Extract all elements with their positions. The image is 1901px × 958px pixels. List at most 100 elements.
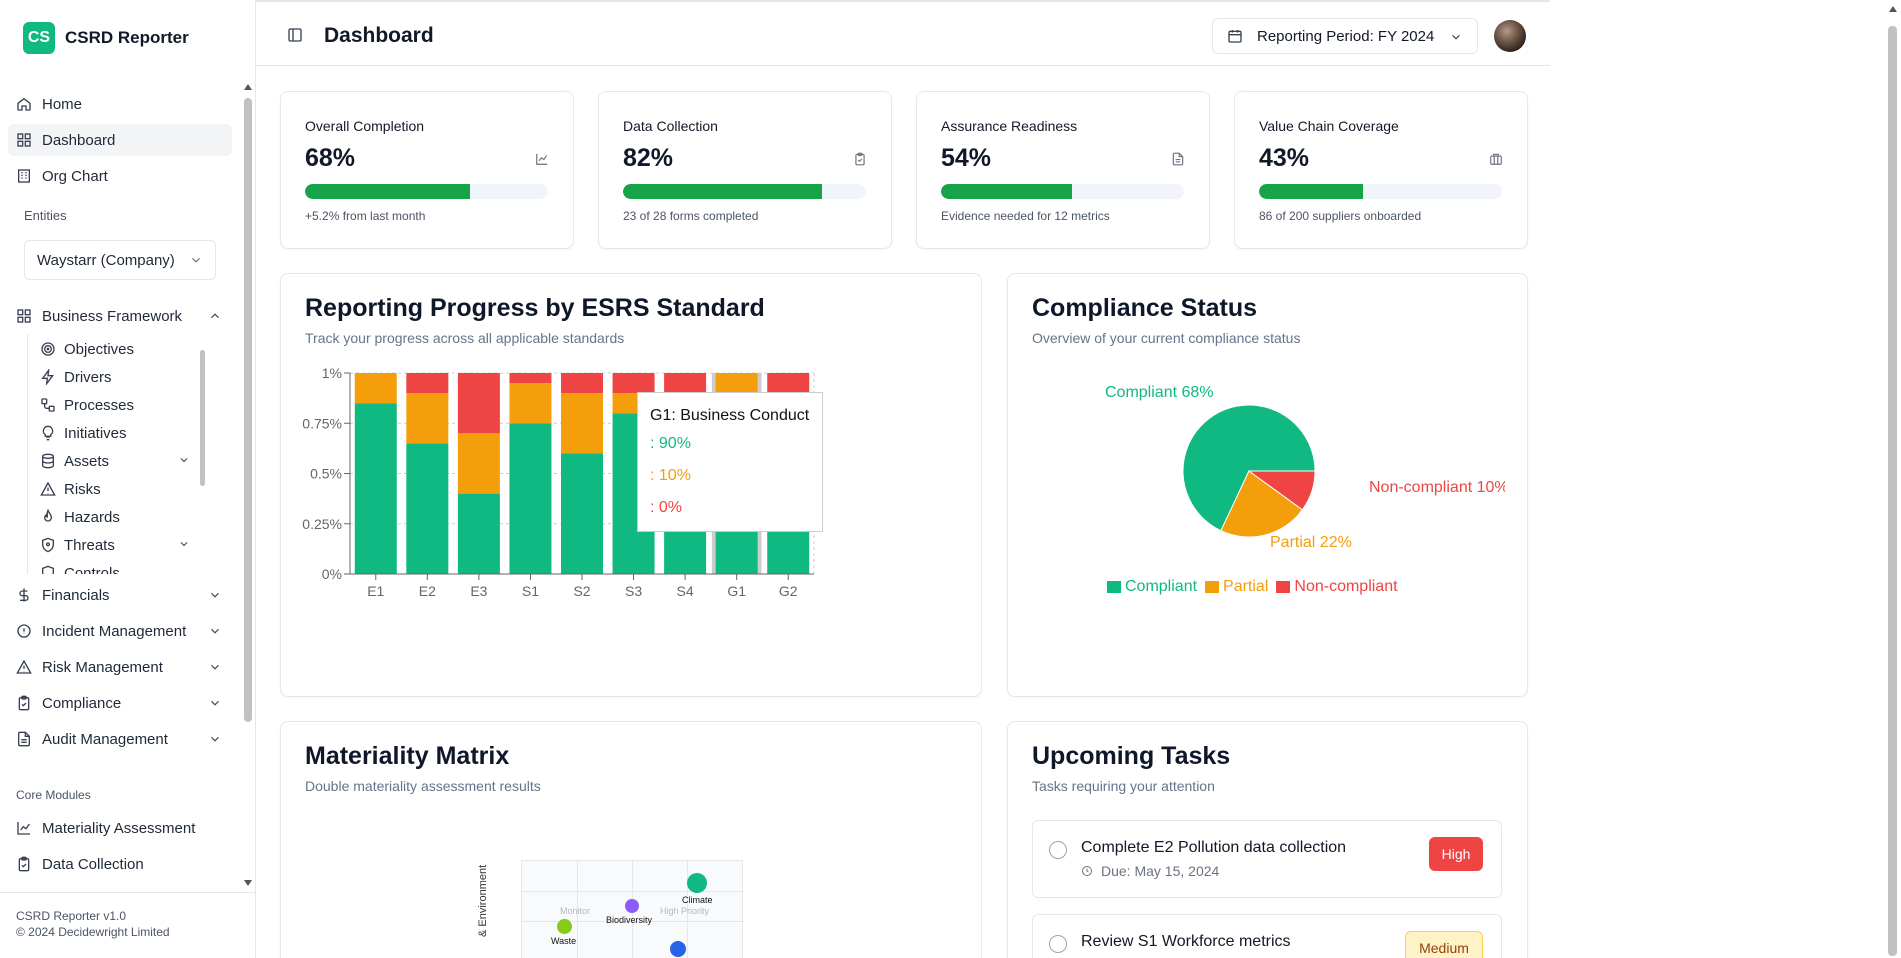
progress-fill <box>1259 184 1364 199</box>
app-name: CSRD Reporter <box>65 28 189 47</box>
bar-segment-G2[interactable] <box>767 373 810 394</box>
sidebar-item-objectives[interactable]: Objectives <box>40 338 200 360</box>
sidebar-item-label: Dashboard <box>42 131 116 149</box>
sidebar-item-data-collection[interactable]: Data Collection <box>8 848 232 880</box>
stat-value: 43% <box>1259 144 1310 172</box>
task-checkbox[interactable] <box>1049 841 1067 859</box>
matrix-point[interactable] <box>670 941 686 957</box>
sidebar-item-initiatives[interactable]: Initiatives <box>40 422 200 444</box>
task-due-text: Due: May 15, 2024 <box>1101 863 1220 879</box>
entity-select[interactable]: Waystarr (Company) <box>24 240 216 280</box>
sidebar-group-compliance[interactable]: Compliance <box>8 687 232 719</box>
card-subtitle: Overview of your current compliance stat… <box>1032 330 1301 346</box>
progress-fill <box>305 184 471 199</box>
sidebar: CS CSRD Reporter Home Dashboard Org Char… <box>0 0 256 958</box>
pie-slice-non-compliant[interactable] <box>1247 470 1316 511</box>
bar-segment-E2[interactable] <box>406 393 449 444</box>
scroll-up-arrow-icon[interactable] <box>1889 6 1897 12</box>
bar-segment-S1[interactable] <box>509 373 552 384</box>
sidebar-item-drivers[interactable]: Drivers <box>40 366 200 388</box>
progress-bar <box>941 184 1184 199</box>
bar-segment-E3[interactable] <box>457 493 500 574</box>
tooltip-value-complete: : 90% <box>650 435 691 452</box>
reporting-period-select[interactable]: Reporting Period: FY 2024 <box>1212 18 1478 54</box>
sidebar-group-audit-management[interactable]: Audit Management <box>8 723 232 755</box>
pie-label-noncompliant: Non-compliant 10% <box>1369 479 1505 496</box>
chevron-up-icon <box>211 313 219 319</box>
sidebar-item-label: Org Chart <box>42 167 108 185</box>
sidebar-scrollbar[interactable] <box>242 80 254 888</box>
bar-segment-E1[interactable] <box>354 403 397 574</box>
stat-label: Overall Completion <box>305 118 425 134</box>
sidebar-item-dashboard[interactable]: Dashboard <box>8 124 232 156</box>
bar-segment-E1[interactable] <box>354 373 397 404</box>
legend-item-noncompliant[interactable]: Non-compliant <box>1276 578 1398 596</box>
sidebar-item-processes[interactable]: Processes <box>40 394 200 416</box>
matrix-point-biodiversity[interactable] <box>625 899 639 913</box>
brand[interactable]: CS CSRD Reporter <box>23 22 189 54</box>
submenu-scroll-thumb[interactable] <box>200 350 205 486</box>
bar-segment-S2[interactable] <box>561 373 603 394</box>
stat-card-value-chain-coverage: Value Chain Coverage 43% 86 of 200 suppl… <box>1234 91 1528 249</box>
task-checkbox[interactable] <box>1049 935 1067 953</box>
sidebar-group-financials[interactable]: Financials <box>8 579 232 611</box>
entity-select-value: Waystarr (Company) <box>37 251 175 269</box>
matrix-point-waste[interactable] <box>557 919 572 934</box>
user-avatar[interactable] <box>1494 20 1526 52</box>
submenu-scrollbar[interactable] <box>200 340 206 572</box>
bar-segment-S2[interactable] <box>561 453 603 574</box>
sidebar-item-threats[interactable]: Threats <box>40 534 200 556</box>
scroll-up-arrow-icon[interactable] <box>244 84 252 90</box>
sidebar-group-label: Financials <box>42 586 110 604</box>
bar-segment-G1[interactable] <box>715 373 758 394</box>
bar-segment-E2[interactable] <box>406 443 449 574</box>
x-tick-label: S2 <box>573 583 590 599</box>
bar-segment-E3[interactable] <box>457 433 500 494</box>
sidebar-item-org-chart[interactable]: Org Chart <box>8 160 232 192</box>
sidebar-group-business-framework[interactable]: Business Framework <box>8 300 232 332</box>
sidebar-group-incident-management[interactable]: Incident Management <box>8 615 232 647</box>
task-item[interactable]: Complete E2 Pollution data collection Du… <box>1032 820 1502 898</box>
pie-slice-compliant[interactable] <box>1182 404 1316 532</box>
sidebar-item-controls[interactable]: Controls <box>40 562 200 574</box>
sidebar-item-home[interactable]: Home <box>8 88 232 120</box>
sidebar-item-materiality-assessment[interactable]: Materiality Assessment <box>8 812 232 844</box>
pie-slice-partial[interactable] <box>1220 470 1304 538</box>
scroll-down-arrow-icon[interactable] <box>244 880 252 886</box>
matrix-point-climate[interactable] <box>687 873 707 893</box>
lightbulb-icon <box>42 425 54 441</box>
compliance-pie-chart <box>1182 404 1316 538</box>
tooltip-value-not-started: : 0% <box>650 499 683 516</box>
x-tick-label: E2 <box>419 583 436 599</box>
business-framework-submenu: Objectives Drivers Processes Initiatives… <box>27 334 213 574</box>
bar-segment-S1[interactable] <box>509 423 552 574</box>
document-icon <box>1172 152 1184 166</box>
bar-segment-S2[interactable] <box>561 393 603 454</box>
quadrant-label: Monitor <box>560 906 591 916</box>
sidebar-item-assets[interactable]: Assets <box>40 450 200 472</box>
bar-segment-E2[interactable] <box>406 373 449 394</box>
task-item[interactable]: Review S1 Workforce metrics Medium <box>1032 914 1502 958</box>
sidebar-item-risks[interactable]: Risks <box>40 478 200 500</box>
chevron-down-icon <box>211 700 219 706</box>
sidebar-toggle-icon[interactable] <box>287 27 303 43</box>
bar-segment-S1[interactable] <box>509 383 552 424</box>
card-title: Materiality Matrix <box>305 742 510 770</box>
chevron-down-icon <box>192 257 200 263</box>
legend-item-compliant[interactable]: Compliant <box>1107 578 1197 596</box>
chevron-down-icon <box>211 736 219 742</box>
page-scroll-thumb[interactable] <box>1888 26 1897 956</box>
stat-value: 54% <box>941 144 992 172</box>
warning-icon <box>16 659 32 674</box>
sidebar-scroll-thumb[interactable] <box>244 98 252 722</box>
stat-label: Value Chain Coverage <box>1259 118 1399 134</box>
bar-segment-E3[interactable] <box>457 373 500 434</box>
compliance-status-card: Compliance Status Overview of your curre… <box>1007 273 1528 697</box>
stat-label: Data Collection <box>623 118 718 134</box>
sidebar-item-hazards[interactable]: Hazards <box>40 506 200 528</box>
legend-item-partial[interactable]: Partial <box>1205 578 1268 596</box>
sidebar-group-risk-management[interactable]: Risk Management <box>8 651 232 683</box>
bar-segment-S3[interactable] <box>612 373 655 394</box>
page-scrollbar[interactable] <box>1885 0 1901 958</box>
